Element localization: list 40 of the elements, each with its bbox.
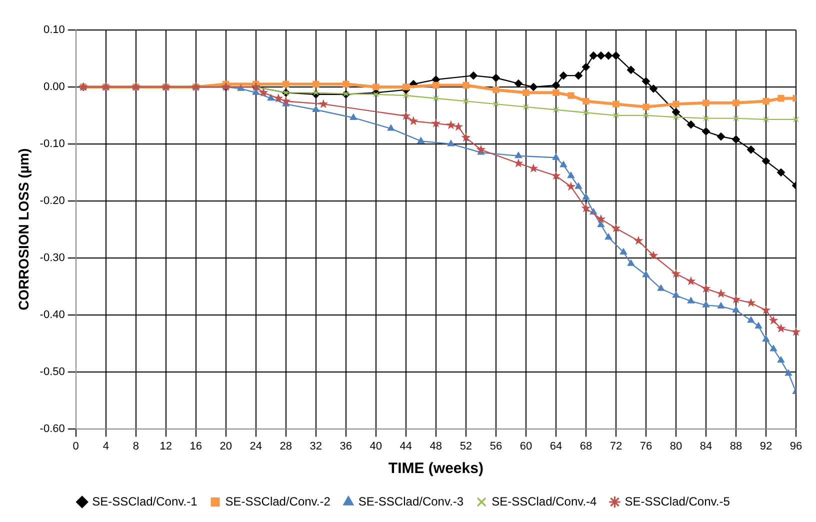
y-tick-label: 0.10	[43, 24, 65, 36]
y-tick-label: 0.00	[43, 81, 65, 94]
y-tick-label: -0.60	[40, 422, 65, 435]
x-tick-label: 0	[72, 440, 79, 452]
y-tick-label: -0.20	[40, 194, 65, 207]
x-tick-label: 88	[730, 440, 742, 452]
legend-label: SE-SSClad/Conv.-1	[92, 494, 198, 508]
y-tick-label: -0.50	[40, 366, 65, 378]
x-tick-label: 96	[790, 440, 802, 452]
x-tick-label: 56	[490, 440, 502, 452]
x-tick-label: 24	[250, 440, 262, 452]
y-axis-title: CORROSION LOSS (µm)	[15, 148, 32, 310]
x-tick-label: 16	[190, 440, 202, 452]
legend-label: SE-SSClad/Conv.-4	[492, 494, 598, 508]
x-tick-label: 12	[160, 440, 172, 452]
x-tick-label: 52	[460, 440, 472, 452]
legend-label: SE-SSClad/Conv.-5	[624, 494, 730, 508]
y-tick-label: -0.30	[40, 252, 65, 264]
legend-label: SE-SSClad/Conv.-3	[358, 494, 464, 508]
x-tick-label: 76	[640, 440, 652, 452]
x-tick-label: 36	[340, 440, 352, 452]
x-tick-label: 40	[370, 440, 382, 452]
x-tick-label: 32	[310, 440, 322, 452]
x-tick-label: 80	[670, 440, 682, 452]
y-tick-label: -0.10	[40, 138, 65, 150]
x-tick-label: 64	[550, 440, 562, 452]
legend-label: SE-SSClad/Conv.-2	[225, 494, 331, 508]
x-tick-label: 72	[610, 440, 622, 452]
x-tick-label: 48	[430, 440, 442, 452]
x-tick-label: 68	[580, 440, 592, 452]
x-tick-label: 28	[280, 440, 292, 452]
x-tick-label: 92	[760, 440, 772, 452]
y-tick-label: -0.40	[40, 308, 65, 321]
x-tick-label: 60	[520, 440, 532, 452]
x-tick-label: 20	[220, 440, 232, 452]
x-tick-label: 44	[400, 440, 412, 452]
x-tick-label: 8	[132, 440, 139, 452]
x-tick-label: 84	[700, 440, 712, 452]
x-tick-label: 4	[102, 440, 109, 452]
x-axis-title: TIME (weeks)	[388, 460, 484, 478]
